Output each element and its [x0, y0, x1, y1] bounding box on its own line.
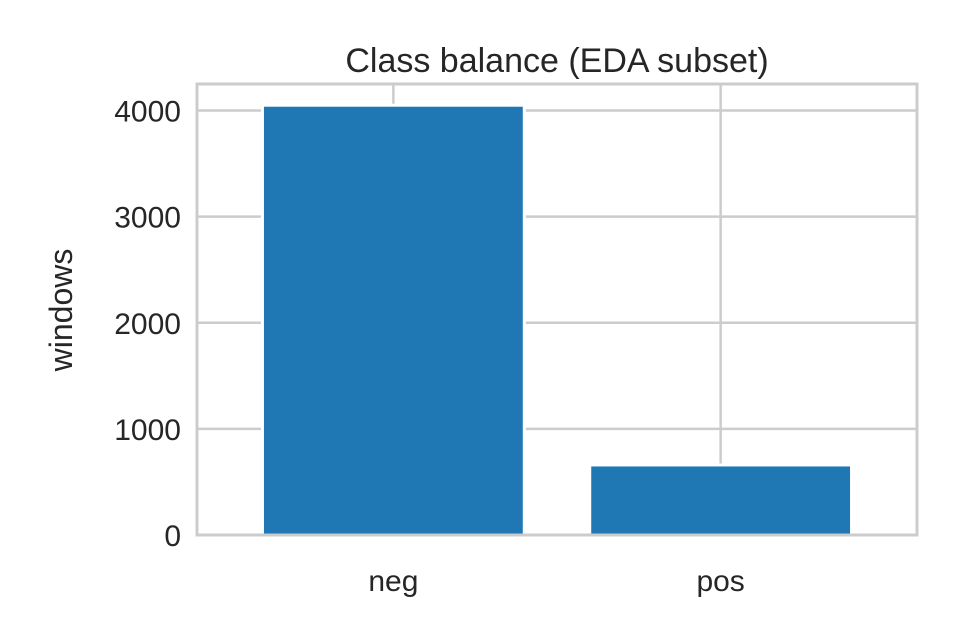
bars: [260, 103, 854, 537]
chart-title: Class balance (EDA subset): [345, 42, 768, 80]
y-tick-label: 2000: [114, 308, 181, 341]
bar-pos: [588, 463, 854, 537]
y-tick-label: 0: [164, 520, 181, 553]
x-tick-label: pos: [696, 565, 744, 598]
bar-neg: [260, 103, 526, 537]
y-tick-label: 3000: [114, 202, 181, 235]
y-tick-label: 4000: [114, 96, 181, 129]
y-axis-label: windows: [43, 249, 79, 373]
x-tick-label: neg: [368, 565, 418, 598]
plot-frame: [195, 82, 919, 537]
x-axis-ticks: neg pos: [368, 565, 744, 598]
y-axis-ticks: 0 1000 2000 3000 4000: [114, 96, 181, 553]
y-tick-label: 1000: [114, 414, 181, 447]
